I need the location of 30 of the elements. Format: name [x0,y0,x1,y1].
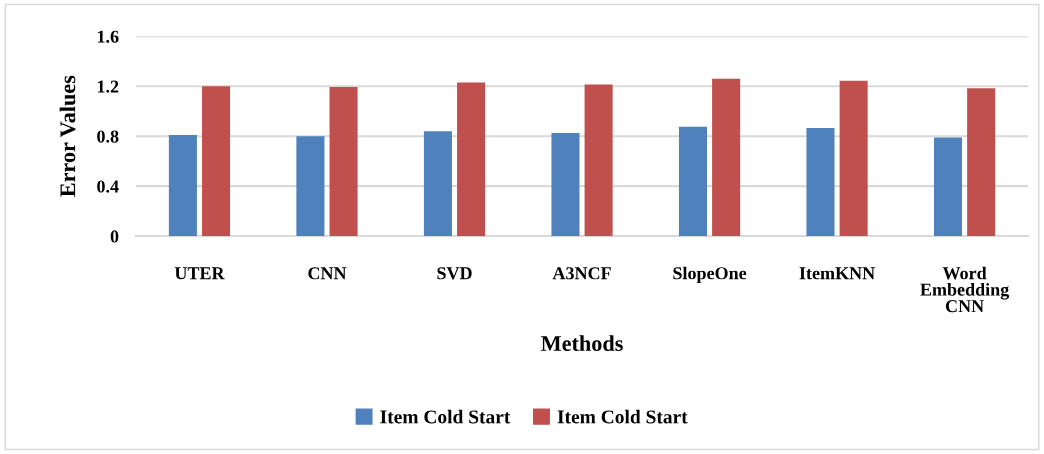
bar [168,134,197,237]
legend-label: Item Cold Start [557,409,688,424]
bar [296,136,325,237]
bar [933,137,963,237]
bar [329,86,358,237]
bar [202,86,231,237]
x-tick-label: SVD [437,267,472,280]
bar [839,80,868,237]
x-tick-label: A3NCF [552,267,611,280]
y-tick-label: 1.6 [97,30,119,43]
x-tick-label: SlopeOne [673,266,747,284]
bar [678,126,707,237]
y-tick-label: 0 [110,230,119,243]
x-tick-label: CNN [308,267,347,280]
x-tick-label: UTER [174,267,225,280]
bar [423,131,452,237]
bar [457,82,486,237]
bar [584,84,613,237]
legend-label: Item Cold Start [380,409,511,424]
bar [967,88,996,237]
bar [551,133,580,237]
x-tick-label: ItemKNN [799,267,875,280]
y-tick-label: 0.8 [97,130,119,143]
x-axis-title: Methods [541,335,623,351]
bar [806,128,835,237]
y-axis-title: Error Values [59,75,76,197]
x-tick-label: Word Embedding CNN [920,266,1010,313]
y-tick-label: 1.2 [97,80,119,93]
y-tick-label: 0.4 [97,180,119,193]
bar [712,78,741,237]
